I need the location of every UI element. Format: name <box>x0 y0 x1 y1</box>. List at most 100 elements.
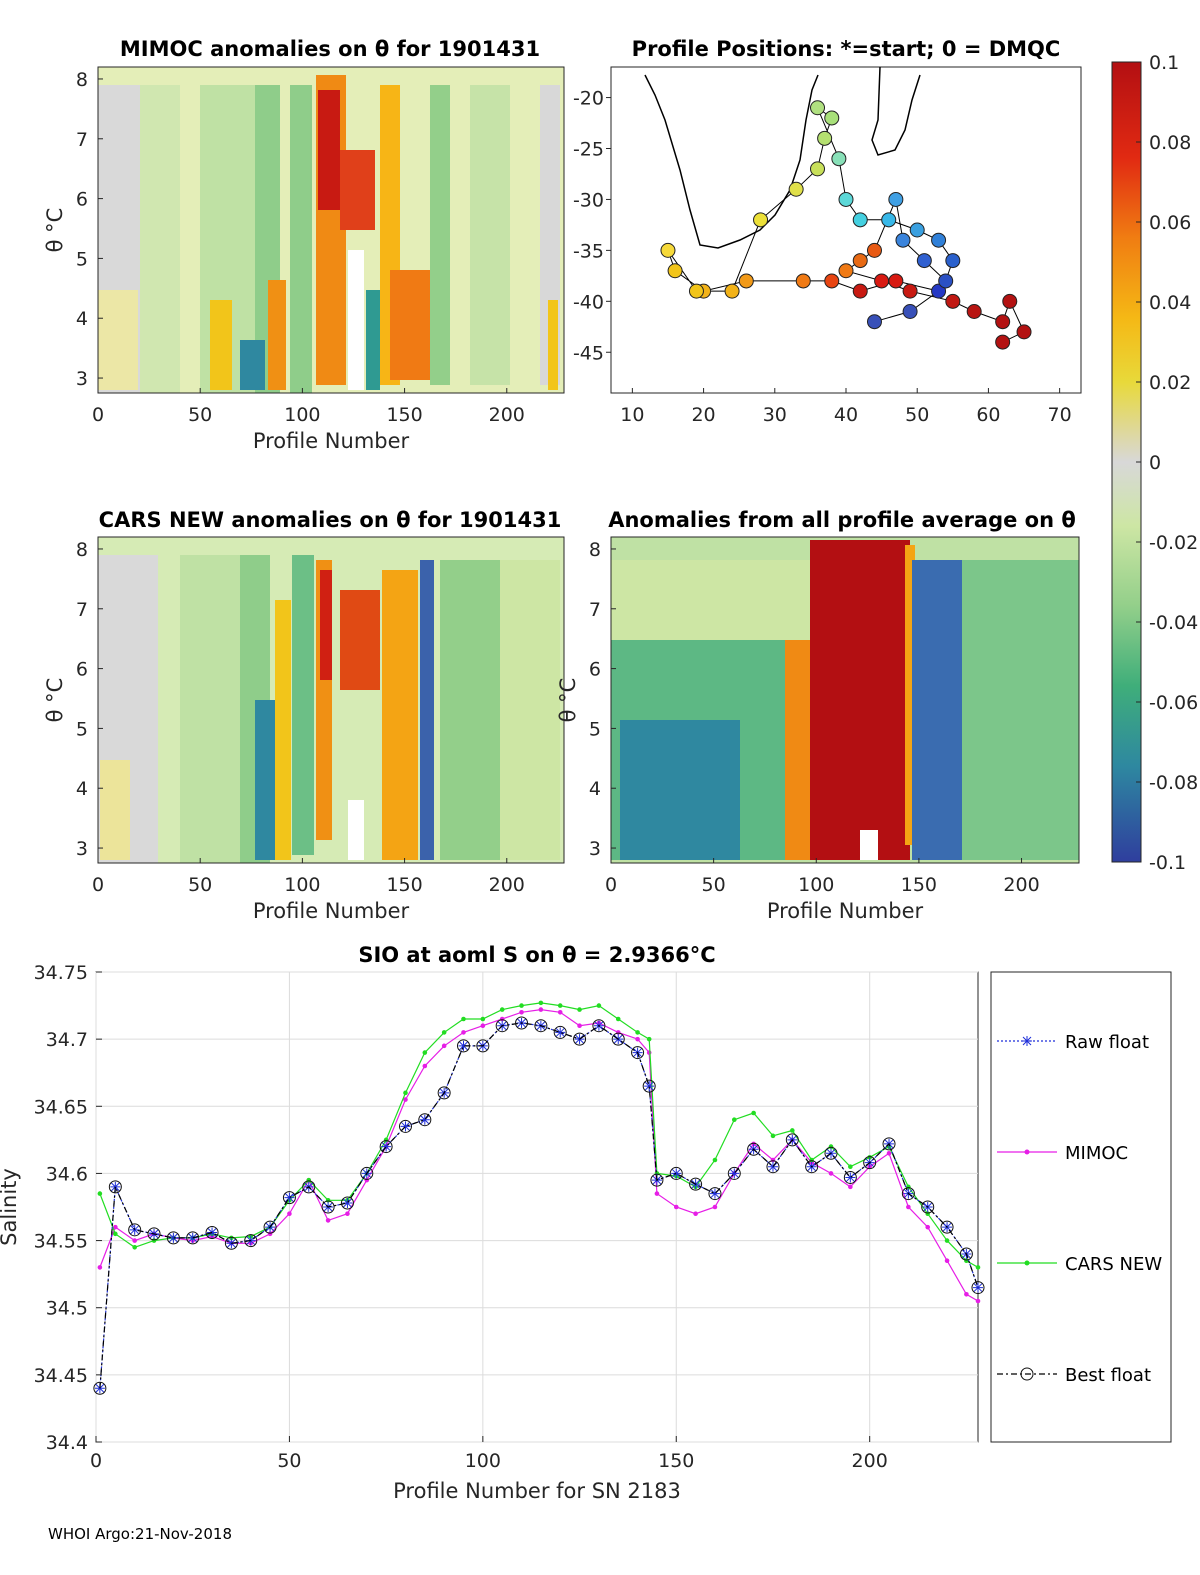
positions-xtick-label: 60 <box>976 404 1000 426</box>
point-best-float <box>971 1281 985 1295</box>
salinity-xtick-label: 100 <box>465 1450 501 1472</box>
point-mimoc <box>615 1030 621 1035</box>
positions-ytick-label: -20 <box>573 88 604 110</box>
point-cars-new <box>712 1157 718 1163</box>
average-ytick-label: 8 <box>589 539 601 561</box>
point-best-float <box>708 1187 722 1201</box>
track-position-marker <box>824 273 840 289</box>
track-position-marker <box>852 253 868 269</box>
track-position-marker <box>831 151 847 167</box>
point-cars-new <box>867 1155 872 1160</box>
track-position-marker <box>688 283 704 299</box>
salinity-ytick-label: 34.7 <box>46 1029 88 1051</box>
salinity-ytick-label: 34.5 <box>46 1298 88 1320</box>
track-position-marker <box>909 222 925 238</box>
legend: Raw float MIMOC CARS NEW Best float <box>990 971 1172 1443</box>
point-raw-float <box>845 1172 856 1183</box>
track-position-marker <box>888 273 904 289</box>
point-mimoc <box>635 1036 640 1042</box>
positions-xtick-label: 70 <box>1048 404 1072 426</box>
cars-y-ticks: 8 7 6 5 4 3 <box>76 539 103 860</box>
point-cars-new <box>499 1007 505 1012</box>
point-cars-new <box>325 1197 331 1203</box>
point-mimoc <box>964 1291 969 1297</box>
cars-xtick-label: 50 <box>188 874 212 896</box>
track-position-marker <box>838 263 854 279</box>
cars-xtick-label: 100 <box>284 874 320 896</box>
track-position-marker <box>895 232 911 248</box>
positions-ytick-label: -30 <box>573 189 604 211</box>
point-best-float <box>882 1137 896 1151</box>
mimoc-xtick-label: 100 <box>284 404 320 426</box>
legend-marker-cars-new <box>1024 1260 1030 1266</box>
track-position-marker <box>902 283 918 299</box>
point-cars-new <box>944 1238 950 1243</box>
positions-xtick-label: 50 <box>905 404 929 426</box>
cars-ytick-label: 8 <box>76 539 88 561</box>
legend-label-mimoc: MIMOC <box>1065 1143 1128 1164</box>
point-mimoc <box>519 1009 524 1015</box>
point-best-float <box>108 1180 122 1194</box>
average-xtick-label: 100 <box>798 874 834 896</box>
salinity-ytick-label: 34.55 <box>34 1231 88 1253</box>
colorbar-ticks: 0.1 0.08 0.06 0.04 0.02 0 -0.02 -0.04 -0.06 -0.08… <box>1136 52 1198 874</box>
track-position-marker <box>810 100 826 116</box>
average-ytick-label: 7 <box>589 599 601 621</box>
point-mimoc <box>364 1177 370 1183</box>
point-mimoc <box>113 1224 118 1230</box>
point-cars-new <box>596 1003 602 1008</box>
point-cars-new <box>519 1003 524 1008</box>
cars-title: CARS NEW anomalies on θ for 1901431 <box>99 508 562 532</box>
salinity-x-ticks: 0 50 100 150 200 <box>90 1436 888 1472</box>
cars-ytick-label: 7 <box>76 599 88 621</box>
positions-axes-box <box>610 66 1082 394</box>
point-best-float <box>689 1177 703 1191</box>
point-best-float <box>642 1079 656 1093</box>
salinity-y-ticks: 34.75 34.7 34.65 34.6 34.55 34.5 34.45 34.4 <box>34 962 102 1454</box>
track-position-marker <box>881 212 897 228</box>
point-best-float <box>921 1200 935 1214</box>
point-cars-new <box>635 1030 640 1035</box>
point-cars-new <box>538 1000 544 1006</box>
point-best-float <box>515 1016 529 1030</box>
point-best-float <box>959 1247 973 1261</box>
average-heatmap <box>611 537 1079 863</box>
colorbar-tick-label: 0.1 <box>1149 52 1179 74</box>
point-cars-new <box>615 1016 621 1022</box>
salinity-xtick-label: 0 <box>90 1450 102 1472</box>
track-position-marker <box>938 273 954 289</box>
point-mimoc <box>132 1238 137 1243</box>
point-mimoc <box>673 1204 679 1210</box>
point-cars-new <box>964 1258 969 1264</box>
point-best-float <box>824 1146 838 1160</box>
point-mimoc <box>325 1218 331 1223</box>
average-ytick-label: 5 <box>589 718 601 740</box>
mimoc-xtick-label: 50 <box>188 404 212 426</box>
cars-ytick-label: 6 <box>76 659 88 681</box>
positions-xtick-label: 40 <box>834 404 858 426</box>
positions-ytick-label: -35 <box>573 240 604 262</box>
point-raw-float <box>729 1168 740 1179</box>
positions-x-ticks: 10 20 30 40 50 60 70 <box>620 388 1072 426</box>
average-ytick-label: 4 <box>589 778 601 800</box>
point-cars-new <box>646 1036 652 1042</box>
salinity-ytick-label: 34.75 <box>34 962 88 984</box>
salinity-ytick-label: 34.4 <box>46 1432 88 1454</box>
point-raw-float <box>342 1197 353 1208</box>
track-position-marker <box>824 110 840 126</box>
point-best-float <box>282 1191 296 1205</box>
colorbar-tick-label: 0.08 <box>1149 132 1191 154</box>
mimoc-panel: MIMOC anomalies on θ for 1901431 <box>43 37 565 453</box>
point-mimoc <box>441 1043 447 1049</box>
point-raw-float <box>671 1168 682 1179</box>
cars-x-ticks: 0 50 100 150 200 <box>92 858 525 896</box>
point-best-float <box>747 1142 761 1156</box>
positions-title: Profile Positions: *=start; 0 = DMQC <box>632 37 1061 61</box>
point-mimoc <box>577 1023 582 1029</box>
point-best-float <box>360 1166 374 1180</box>
point-best-float <box>495 1019 509 1033</box>
point-best-float <box>321 1200 335 1214</box>
cars-ytick-label: 4 <box>76 778 88 800</box>
point-best-float <box>592 1019 606 1033</box>
track-position-marker <box>738 273 754 289</box>
